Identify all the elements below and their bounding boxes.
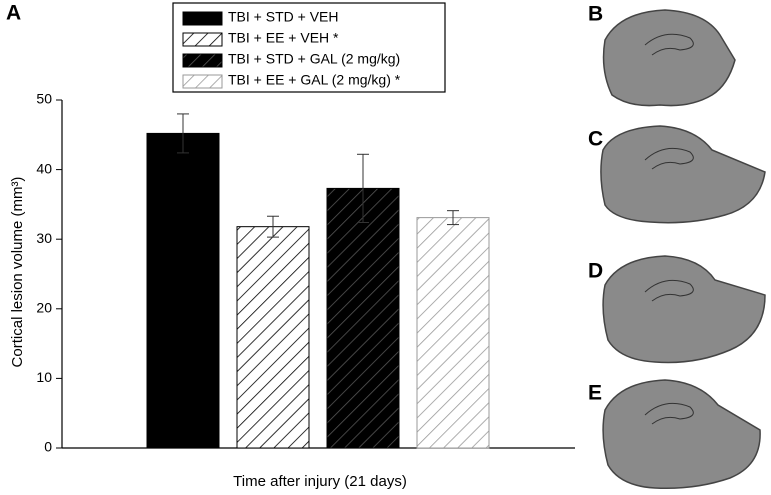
brain-image	[602, 9, 736, 107]
brain-image	[602, 255, 766, 364]
error-bar	[357, 153, 369, 223]
panel-label: E	[588, 382, 602, 405]
y-tick-label: 30	[36, 230, 52, 246]
error-bar	[267, 215, 279, 238]
bar	[146, 132, 220, 449]
y-axis-label: Cortical lesion volume (mm³)	[9, 177, 26, 368]
panel-label: A	[6, 2, 21, 25]
y-tick-label: 20	[36, 300, 52, 316]
y-tick-label: 0	[44, 439, 52, 455]
hippocampus-outlines	[644, 33, 694, 425]
panel-label: C	[588, 128, 603, 151]
brain-detail	[644, 402, 694, 425]
legend-label: TBI + EE + GAL (2 mg/kg) *	[228, 72, 401, 88]
error-bar	[177, 113, 189, 154]
panel-label: D	[588, 260, 603, 283]
y-tick-label: 10	[36, 369, 52, 385]
x-axis-label: Time after injury (21 days)	[233, 473, 407, 490]
y-tick-label: 40	[36, 160, 52, 176]
brain-detail	[644, 279, 694, 302]
bar	[326, 187, 400, 449]
y-tick-label: 50	[36, 91, 52, 107]
brain-image	[602, 379, 761, 490]
brain-detail	[644, 147, 694, 170]
brain-image	[600, 125, 766, 224]
legend-swatch	[182, 11, 223, 26]
legend-swatch	[182, 53, 223, 68]
bar	[236, 226, 310, 449]
legend-label: TBI + STD + VEH	[228, 9, 338, 25]
bar	[416, 217, 490, 449]
legend-label: TBI + STD + GAL (2 mg/kg)	[228, 51, 400, 67]
legend-swatch	[182, 74, 223, 89]
legend-label: TBI + EE + VEH *	[228, 30, 339, 46]
brain-detail	[644, 33, 694, 56]
error-bar	[447, 210, 459, 226]
panel-label: B	[588, 3, 603, 26]
legend-swatch	[182, 32, 223, 47]
brain-sections	[600, 9, 766, 490]
